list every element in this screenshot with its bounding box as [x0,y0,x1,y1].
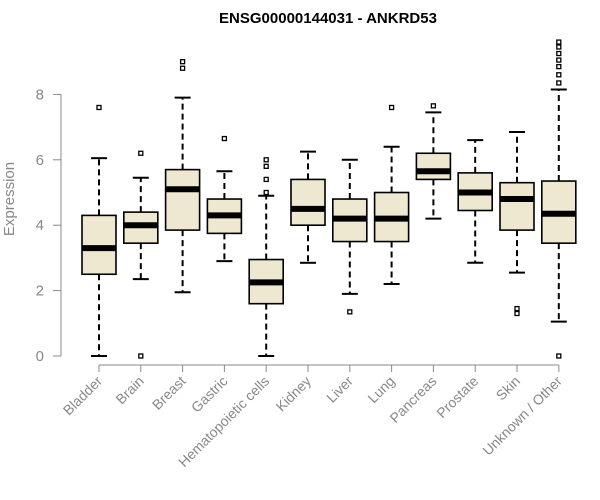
box-unknown-other [540,39,577,359]
outlier-point [514,305,520,312]
outlier-point [430,103,437,109]
outlier-point [138,150,144,156]
boxes-group [81,39,577,359]
outlier-point [138,353,144,359]
box-brain [123,150,159,359]
outlier-point [514,310,520,317]
box-iqr [81,214,117,276]
box-iqr [164,168,201,231]
outlier-point [556,39,562,45]
box-liver [331,158,368,315]
box-iqr [415,152,452,181]
outlier-point [556,50,562,57]
x-tick-label: Kidney [273,373,315,415]
outlier-point [96,104,102,111]
box-skin [499,131,535,317]
x-tick-label: Brain [112,373,146,407]
box-hematopoietic-cells [248,157,284,357]
x-tick-label: Breast [149,373,189,413]
x-tick-label: Bladder [60,373,106,419]
box-kidney [290,150,326,264]
box-iqr [290,178,326,226]
y-tick-label: 6 [36,152,44,169]
y-tick-label: 4 [36,217,44,234]
outlier-point [263,163,269,169]
y-tick-label: 0 [36,348,44,365]
y-axis: 0 2 4 6 8 [36,86,62,365]
x-tick-label: Prostate [433,373,481,421]
outlier-point [263,189,269,196]
outlier-point [263,176,269,183]
outlier-point [556,72,562,78]
box-lung [373,104,410,286]
outlier-point [179,59,186,65]
chart-title: ENSG00000144031 - ANKRD53 [219,10,437,27]
x-tick-label: Skin [493,373,524,404]
box-gastric [206,135,243,263]
box-breast [164,59,201,294]
x-tick-label: Unknown / Other [479,373,565,459]
y-tick-label: 8 [36,86,44,103]
box-bladder [81,104,117,357]
outlier-point [556,353,562,359]
y-axis-label: Expression [1,162,18,236]
outlier-point [263,157,269,163]
box-iqr [499,181,535,231]
outlier-point [556,57,562,63]
box-prostate [457,139,494,264]
x-tick-label: Lung [364,373,397,406]
x-tick-label: Liver [323,373,356,406]
outlier-point [556,63,562,70]
outlier-point [179,65,186,71]
y-tick-label: 2 [36,283,44,300]
outlier-point [556,80,562,86]
outlier-point [556,44,562,50]
box-pancreas [415,103,452,220]
outlier-point [347,309,353,315]
outlier-point [221,135,228,142]
outlier-point [388,104,395,111]
